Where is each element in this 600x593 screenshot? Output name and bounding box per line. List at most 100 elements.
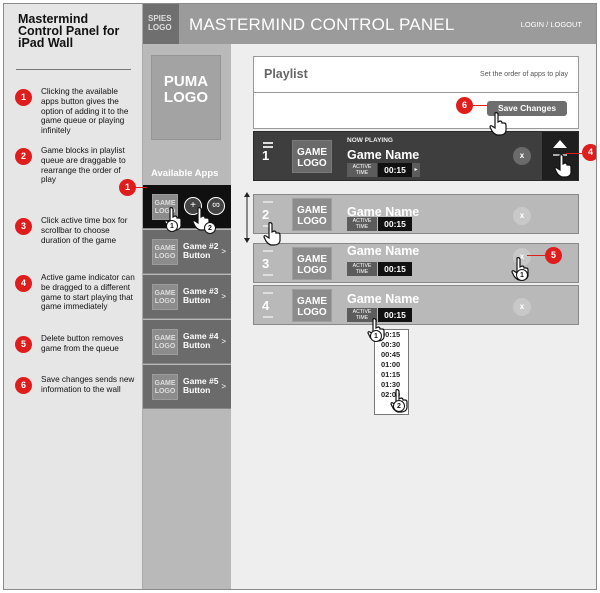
- note-text: Save changes sends new information to th…: [41, 375, 135, 394]
- playlist-title: Playlist: [264, 67, 308, 81]
- hand-step-label: 1: [516, 269, 528, 281]
- note-badge: 5: [15, 336, 32, 353]
- app-button-game-4[interactable]: GAME LOGO Game #4 Button >: [143, 320, 231, 364]
- active-time-box[interactable]: 00:15: [378, 262, 412, 276]
- app-button-label: Game #4 Button: [183, 331, 219, 350]
- game-name: Game Name: [347, 292, 420, 306]
- notes-divider: [16, 69, 131, 70]
- callout-line: [527, 255, 545, 256]
- queue-row-4[interactable]: 4 GAME LOGO Game Name ACTIVE TIME 00:15 …: [253, 285, 579, 325]
- game-logo: GAME LOGO: [292, 198, 332, 231]
- hand-step-label: 2: [204, 222, 216, 234]
- app-button-label: Game #2 Button: [183, 241, 219, 260]
- apps-sidebar: PUMA LOGO Available Apps GAME LOGO + ∞ G…: [143, 44, 231, 589]
- hand-step-label: 2: [393, 400, 405, 412]
- active-time-box[interactable]: 00:15: [378, 308, 412, 322]
- queue-row-1[interactable]: 1 GAME LOGO NOW PLAYING Game Name ACTIVE…: [253, 131, 579, 181]
- note-text: Delete button removes game from the queu…: [41, 334, 124, 353]
- note-text: Clicking the available apps button gives…: [41, 87, 129, 136]
- game-logo: GAME LOGO: [292, 247, 332, 280]
- drag-grip-icon[interactable]: [263, 292, 273, 294]
- callout-line: [135, 187, 147, 188]
- time-option[interactable]: 00:15: [381, 330, 401, 339]
- drag-grip-icon[interactable]: [263, 201, 273, 203]
- play-infinite-button[interactable]: ∞: [207, 197, 225, 215]
- queue-number: 4: [262, 298, 270, 313]
- time-option[interactable]: 02:00: [381, 390, 401, 399]
- app-button-game-5[interactable]: GAME LOGO Game #5 Button >: [143, 365, 231, 409]
- active-time-label: ACTIVE TIME: [347, 217, 377, 231]
- chevron-right-icon: >: [221, 247, 226, 256]
- callout-badge-5: 5: [545, 247, 562, 264]
- game-name: Game Name: [347, 148, 420, 162]
- game-logo: GAME LOGO: [292, 140, 332, 173]
- app-button-game-1[interactable]: GAME LOGO + ∞: [143, 185, 231, 229]
- callout-badge-6: 6: [456, 97, 473, 114]
- wireframe-frame: Mastermind Control Panel for iPad Wall 1…: [3, 3, 597, 590]
- puma-logo: PUMA LOGO: [151, 55, 221, 140]
- available-apps-label: Available Apps: [151, 168, 219, 179]
- callout-line: [566, 153, 582, 154]
- hand-step-label: 1: [370, 330, 382, 342]
- app-button-game-2[interactable]: GAME LOGO Game #2 Button >: [143, 230, 231, 274]
- chevron-right-icon: >: [221, 337, 226, 346]
- game-name: Game Name: [347, 244, 420, 258]
- time-option[interactable]: 00:45: [381, 350, 401, 359]
- playlist-header: Playlist Set the order of apps to play: [253, 56, 579, 93]
- time-option[interactable]: 01:30: [381, 380, 401, 389]
- app-header: SPIES LOGO MASTERMIND CONTROL PANEL LOGI…: [143, 4, 596, 44]
- queue-number: 3: [262, 256, 270, 271]
- note-text: Click active time box for scrollbar to c…: [41, 216, 128, 245]
- callout-badge-1: 1: [119, 179, 136, 196]
- delete-button[interactable]: x: [513, 298, 531, 316]
- active-time-box[interactable]: 00:15: [378, 163, 412, 177]
- game-logo: GAME LOGO: [292, 289, 332, 322]
- callout-badge-4: 4: [582, 144, 596, 161]
- spies-logo: SPIES LOGO: [143, 4, 179, 44]
- hand-pointer-icon: [554, 154, 572, 178]
- time-option[interactable]: 00:30: [381, 340, 401, 349]
- queue-number: 1: [262, 148, 270, 163]
- delete-button[interactable]: x: [513, 207, 531, 225]
- active-time-label: ACTIVE TIME: [347, 163, 377, 177]
- active-time-box[interactable]: 00:15: [378, 217, 412, 231]
- note-badge: 2: [15, 148, 32, 165]
- save-changes-button[interactable]: Save Changes: [487, 101, 567, 116]
- queue-row-2[interactable]: 2 GAME LOGO Game Name ACTIVE TIME 00:15 …: [253, 194, 579, 234]
- active-time-label: ACTIVE TIME: [347, 262, 377, 276]
- time-option[interactable]: 01:00: [381, 360, 401, 369]
- game-name: Game Name: [347, 205, 420, 219]
- drag-grip-icon[interactable]: [263, 316, 273, 318]
- time-option[interactable]: 01:15: [381, 370, 401, 379]
- drag-reorder-arrow-icon: [244, 192, 250, 243]
- chevron-right-icon: >: [221, 382, 226, 391]
- login-logout-link[interactable]: LOGIN / LOGOUT: [520, 20, 582, 29]
- note-text: Active game indicator can be dragged to …: [41, 273, 135, 312]
- game-logo: GAME LOGO: [152, 374, 178, 400]
- note-badge: 1: [15, 89, 32, 106]
- drag-grip-icon[interactable]: [263, 142, 273, 144]
- delete-button[interactable]: x: [513, 147, 531, 165]
- app-button-game-3[interactable]: GAME LOGO Game #3 Button >: [143, 275, 231, 319]
- drag-grip-icon[interactable]: [263, 274, 273, 276]
- hand-pointer-icon: [489, 112, 507, 136]
- now-playing-label: NOW PLAYING: [347, 137, 393, 144]
- drag-grip-icon[interactable]: [263, 146, 273, 148]
- chevron-right-icon: >: [221, 292, 226, 301]
- app-button-label: Game #3 Button: [183, 286, 219, 305]
- play-icon: ▸: [412, 163, 420, 177]
- queue-number: 2: [262, 207, 270, 222]
- note-badge: 6: [15, 377, 32, 394]
- app-button-label: Game #5 Button: [183, 376, 219, 395]
- drag-grip-icon[interactable]: [263, 250, 273, 252]
- queue-row-3[interactable]: 3 GAME LOGO Game Name ACTIVE TIME 00:15 …: [253, 243, 579, 283]
- note-badge: 3: [15, 218, 32, 235]
- note-badge: 4: [15, 275, 32, 292]
- hand-step-label: 1: [166, 220, 178, 232]
- drag-grip-icon[interactable]: [263, 225, 273, 227]
- page-title: MASTERMIND CONTROL PANEL: [189, 15, 455, 34]
- notes-sidebar: Mastermind Control Panel for iPad Wall 1…: [4, 4, 143, 589]
- arrow-up-icon[interactable]: [553, 140, 567, 148]
- game-logo: GAME LOGO: [152, 194, 178, 220]
- game-logo: GAME LOGO: [152, 329, 178, 355]
